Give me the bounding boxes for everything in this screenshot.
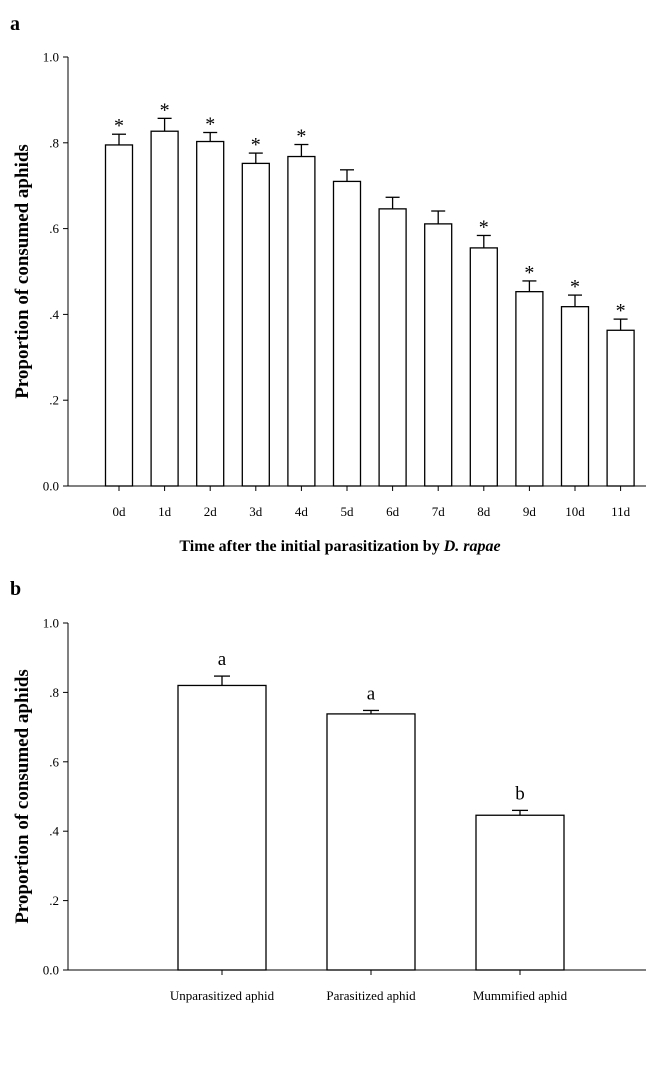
significance-label: * [570,276,580,298]
y-axis-label: Proportion of consumed aphids [12,669,33,924]
x-tick-label: 6d [386,504,400,519]
bar [475,814,565,971]
x-tick-label: 2d [204,504,218,519]
bar [177,684,267,971]
significance-label: * [114,115,124,137]
x-tick-label: Mummified aphid [473,988,568,1003]
y-tick-label: 1.0 [43,50,59,65]
significance-label: a [367,683,376,704]
x-tick-label: 4d [295,504,309,519]
x-tick-label: Unparasitized aphid [170,988,275,1003]
y-tick-label: .4 [49,824,59,839]
bar [326,713,416,971]
bar [332,180,362,487]
y-tick-label: .6 [49,221,59,236]
x-tick-label: 9d [523,504,537,519]
x-axis-label-species: D. rapae [443,538,501,555]
y-tick-label: 1.0 [43,616,59,631]
significance-label: * [205,114,215,136]
y-tick-label: 0.0 [43,479,59,494]
x-tick-label: 8d [477,504,491,519]
panel-a-letter: a [10,13,20,35]
significance-label: * [160,99,170,121]
x-tick-label: 1d [158,504,172,519]
significance-label: * [616,300,626,322]
y-tick-label: .2 [49,893,59,908]
significance-label: * [479,216,489,238]
significance-label: * [296,126,306,148]
x-tick-label: 3d [249,504,263,519]
significance-label: * [251,134,261,156]
x-tick-label: 0d [113,504,127,519]
x-axis-label-text: Time after the initial parasitization by [179,538,443,555]
significance-label: b [515,783,525,804]
y-tick-label: .8 [49,135,59,150]
significance-label: * [524,262,534,284]
bar [560,306,590,487]
y-tick-label: .6 [49,754,59,769]
y-tick-label: .8 [49,685,59,700]
x-tick-label: Parasitized aphid [326,988,416,1003]
significance-label: a [218,649,227,670]
y-axis-label: Proportion of consumed aphids [12,144,33,399]
panel-b-letter: b [10,578,22,600]
x-tick-label: 5d [341,504,355,519]
x-axis-label: Time after the initial parasitization by… [179,538,500,555]
x-tick-label: 7d [432,504,446,519]
bar [150,130,179,487]
x-tick-label: 11d [611,504,631,519]
y-tick-label: .4 [49,307,59,322]
chart-a: 0.0 .2 .4 .6 .8 1.0 Proportion of consumed aph… [12,50,646,555]
bar [104,144,134,487]
bar [469,247,498,487]
bar [606,329,635,487]
x-tick-label: 10d [565,504,585,519]
y-tick-label: 0.0 [43,963,59,978]
y-tick-label: .2 [49,393,59,408]
